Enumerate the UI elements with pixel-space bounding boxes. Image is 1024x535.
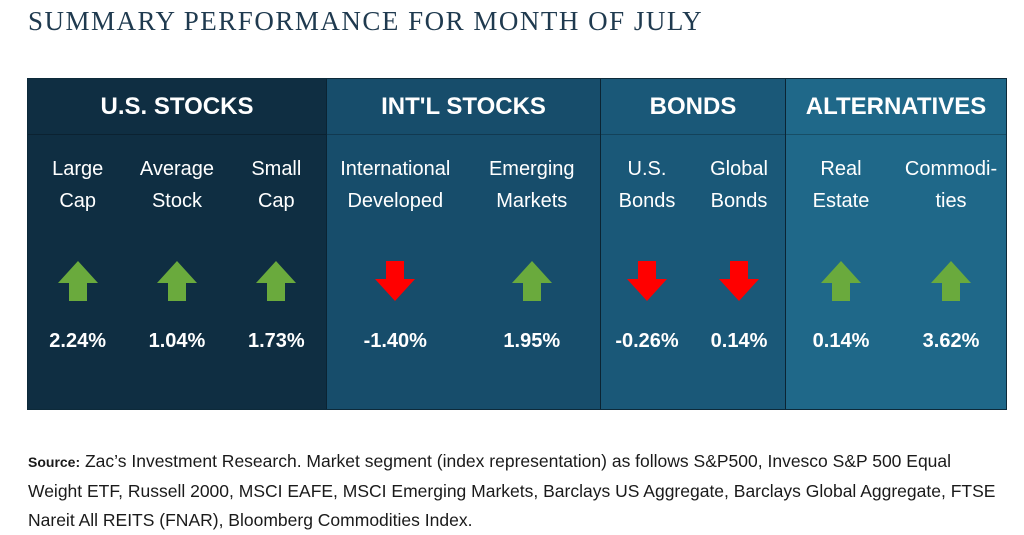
down-arrow-icon — [627, 261, 667, 301]
segment-value: -0.26% — [615, 330, 679, 352]
segment-small-cap: Small Cap 1.73% — [227, 135, 326, 409]
segment-large-cap: Large Cap 2.24% — [28, 135, 127, 409]
down-arrow-shape — [719, 261, 759, 301]
group-alternatives: ALTERNATIVES Real Estate 0.14% Commodi- … — [786, 79, 1006, 409]
source-label: Source: — [28, 454, 81, 470]
segment-value: -1.40% — [363, 330, 427, 352]
segment-label: International Developed — [340, 158, 451, 212]
group-intl-stocks: INT'L STOCKS International Developed -1.… — [327, 79, 601, 409]
segment-value: 1.95% — [503, 330, 561, 352]
segment-real-estate: Real Estate 0.14% — [786, 135, 896, 409]
source-text: Zac’s Investment Research. Market segmen… — [28, 451, 996, 530]
segment-label: Commodi- ties — [904, 158, 998, 212]
segment-global-bonds: Global Bonds 0.14% — [693, 135, 785, 409]
up-arrow-shape — [821, 261, 861, 301]
down-arrow-shape — [627, 261, 667, 301]
segment-emerging-markets: Emerging Markets 1.95% — [464, 135, 601, 409]
up-arrow-icon — [821, 261, 861, 301]
up-arrow-icon — [931, 261, 971, 301]
segment-label: Global Bonds — [710, 158, 768, 212]
segment-value: 1.04% — [148, 330, 206, 352]
up-arrow-shape — [256, 261, 297, 301]
group-us-stocks: U.S. STOCKS Large Cap 2.24% Average Stoc… — [28, 79, 327, 409]
up-arrow-icon — [511, 261, 552, 301]
up-arrow-shape — [57, 261, 98, 301]
group-header: U.S. STOCKS — [28, 79, 326, 135]
performance-table: U.S. STOCKS Large Cap 2.24% Average Stoc… — [27, 78, 1007, 410]
page-title: SUMMARY PERFORMANCE FOR MONTH OF JULY — [28, 6, 704, 36]
segment-label: Emerging Markets — [488, 158, 575, 212]
segment-value: 3.62% — [922, 330, 980, 352]
segment-international-developed: International Developed -1.40% — [327, 135, 464, 409]
segment-label: Real Estate — [812, 158, 870, 212]
down-arrow-shape — [375, 261, 416, 301]
segment-label: Large Cap — [52, 158, 104, 212]
segment-value: 0.14% — [710, 330, 768, 352]
segment-label: Average Stock — [139, 158, 215, 212]
segment-average-stock: Average Stock 1.04% — [127, 135, 226, 409]
up-arrow-shape — [931, 261, 971, 301]
source-note: Source: Zac’s Investment Research. Marke… — [28, 447, 1003, 535]
segment-label: Small Cap — [251, 158, 302, 212]
up-arrow-icon — [57, 261, 98, 301]
group-header: BONDS — [601, 79, 785, 135]
group-bonds: BONDS U.S. Bonds -0.26% Global Bonds 0.1… — [601, 79, 786, 409]
up-arrow-shape — [511, 261, 552, 301]
segment-value: 1.73% — [247, 330, 305, 352]
down-arrow-icon — [719, 261, 759, 301]
segment-value: 0.14% — [812, 330, 870, 352]
segment-label: U.S. Bonds — [618, 158, 676, 212]
up-arrow-icon — [156, 261, 197, 301]
segment-commodities: Commodi- ties 3.62% — [896, 135, 1006, 409]
up-arrow-icon — [256, 261, 297, 301]
group-header: ALTERNATIVES — [786, 79, 1006, 135]
up-arrow-shape — [156, 261, 197, 301]
segment-value: 2.24% — [49, 330, 107, 352]
down-arrow-icon — [375, 261, 416, 301]
group-header: INT'L STOCKS — [327, 79, 600, 135]
segment-us-bonds: U.S. Bonds -0.26% — [601, 135, 693, 409]
